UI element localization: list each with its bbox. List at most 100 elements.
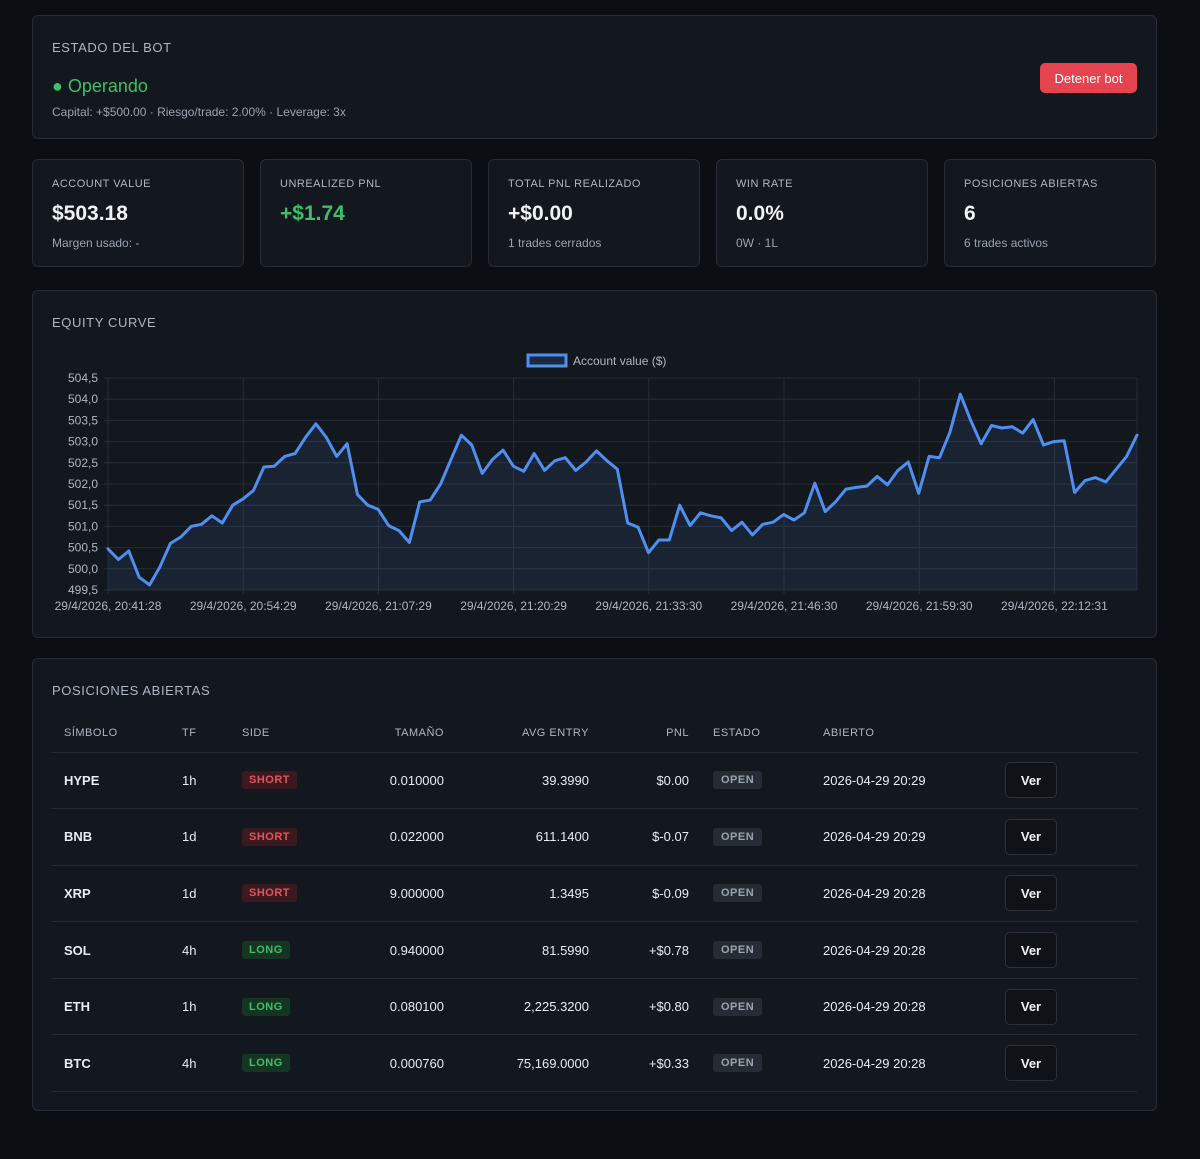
table-row: BTC 4h LONG 0.000760 75,169.0000 +$0.33 OPEN 20… (52, 1034, 1137, 1093)
table-header-row: SÍMBOLO TF SIDE TAMAÑO AVG ENTRY PNL EST… (52, 715, 1137, 753)
stat-value: +$0.00 (508, 202, 573, 225)
positions-card: POSICIONES ABIERTAS SÍMBOLO TF SIDE TAMA… (32, 658, 1157, 1111)
cell-symbol: ETH (52, 978, 170, 1036)
cell-avg-entry: 39.3990 (456, 752, 601, 810)
x-tick-label: 29/4/2026, 21:46:30 (731, 599, 838, 613)
y-tick-label: 503,5 (68, 413, 98, 427)
x-tick-label: 29/4/2026, 20:54:29 (190, 599, 297, 613)
cell-pnl: +$0.78 (601, 921, 701, 979)
view-position-button[interactable]: Ver (1005, 1045, 1057, 1082)
cell-state: OPEN (701, 1034, 811, 1093)
table-row: SOL 4h LONG 0.940000 81.5990 +$0.78 OPEN 2026-0… (52, 921, 1137, 979)
stat-card-account-value: ACCOUNT VALUE $503.18 Margen usado: - (32, 159, 244, 267)
cell-pnl: $0.00 (601, 752, 701, 810)
cell-opened: 2026-04-29 20:28 (811, 1034, 993, 1093)
x-tick-label: 29/4/2026, 20:41:28 (55, 599, 162, 613)
y-tick-label: 501,0 (68, 519, 98, 533)
column-header-symbol: SÍMBOLO (52, 715, 170, 753)
stat-value: $503.18 (52, 202, 128, 225)
cell-side: SHORT (230, 865, 350, 923)
side-badge: LONG (242, 1054, 290, 1073)
x-tick-label: 29/4/2026, 21:20:29 (460, 599, 567, 613)
stat-label: TOTAL PNL REALIZADO (508, 178, 641, 190)
cell-symbol: HYPE (52, 752, 170, 810)
cell-size: 0.010000 (350, 752, 456, 810)
column-header-pnl: PNL (601, 715, 701, 753)
view-position-button[interactable]: Ver (1005, 988, 1057, 1025)
state-badge: OPEN (713, 884, 763, 903)
bot-config-summary: Capital: +$500.00 · Riesgo/trade: 2.00% … (52, 105, 346, 119)
positions-table: SÍMBOLO TF SIDE TAMAÑO AVG ENTRY PNL EST… (52, 715, 1137, 1093)
cell-opened: 2026-04-29 20:29 (811, 808, 993, 866)
cell-side: SHORT (230, 752, 350, 810)
column-header-state: ESTADO (701, 715, 811, 753)
cell-opened: 2026-04-29 20:28 (811, 865, 993, 923)
stat-card-open-positions: POSICIONES ABIERTAS 6 6 trades activos (944, 159, 1156, 267)
cell-actions: Ver (993, 808, 1137, 866)
cell-size: 0.022000 (350, 808, 456, 866)
y-tick-label: 500,5 (68, 541, 98, 555)
table-row: HYPE 1h SHORT 0.010000 39.3990 $0.00 OPEN 2026-… (52, 752, 1137, 810)
y-tick-label: 501,5 (68, 498, 98, 512)
y-tick-label: 499,5 (68, 583, 98, 597)
cell-pnl: +$0.80 (601, 978, 701, 1036)
stat-value: 0.0% (736, 202, 784, 225)
view-position-button[interactable]: Ver (1005, 818, 1057, 855)
side-badge: LONG (242, 941, 290, 960)
equity-curve-title: EQUITY CURVE (52, 315, 157, 330)
column-header-opened: ABIERTO (811, 715, 993, 753)
stat-value: 6 (964, 202, 976, 225)
bot-status-card: ESTADO DEL BOT ● Operando Capital: +$500… (32, 15, 1157, 139)
x-tick-label: 29/4/2026, 21:33:30 (595, 599, 702, 613)
cell-symbol: BTC (52, 1034, 170, 1093)
cell-avg-entry: 611.1400 (456, 808, 601, 866)
cell-avg-entry: 1.3495 (456, 865, 601, 923)
view-position-button[interactable]: Ver (1005, 932, 1057, 969)
stat-subtext: 1 trades cerrados (508, 236, 602, 250)
side-badge: SHORT (242, 884, 297, 903)
cell-actions: Ver (993, 978, 1137, 1036)
cell-state: OPEN (701, 752, 811, 810)
table-row: BNB 1d SHORT 0.022000 611.1400 $-0.07 OPEN 2026… (52, 808, 1137, 866)
view-position-button[interactable]: Ver (1005, 875, 1057, 912)
x-tick-label: 29/4/2026, 22:12:31 (1001, 599, 1108, 613)
cell-size: 9.000000 (350, 865, 456, 923)
cell-timeframe: 1d (170, 865, 230, 923)
cell-actions: Ver (993, 752, 1137, 810)
cell-symbol: XRP (52, 865, 170, 923)
cell-symbol: BNB (52, 808, 170, 866)
cell-size: 0.940000 (350, 921, 456, 979)
cell-symbol: SOL (52, 921, 170, 979)
cell-opened: 2026-04-29 20:28 (811, 978, 993, 1036)
legend-label: Account value ($) (573, 354, 666, 368)
cell-avg-entry: 75,169.0000 (456, 1034, 601, 1093)
cell-pnl: $-0.07 (601, 808, 701, 866)
table-row: XRP 1d SHORT 9.000000 1.3495 $-0.09 OPEN 2026-0… (52, 865, 1137, 923)
cell-size: 0.080100 (350, 978, 456, 1036)
cell-opened: 2026-04-29 20:28 (811, 921, 993, 979)
state-badge: OPEN (713, 827, 763, 846)
stop-bot-button[interactable]: Detener bot (1040, 63, 1137, 93)
y-tick-label: 504,0 (68, 392, 98, 406)
view-position-button[interactable]: Ver (1005, 762, 1057, 799)
bot-status-title: ESTADO DEL BOT (52, 40, 172, 55)
cell-state: OPEN (701, 865, 811, 923)
side-badge: LONG (242, 997, 290, 1016)
column-header-actions (993, 715, 1137, 753)
x-tick-label: 29/4/2026, 21:59:30 (866, 599, 973, 613)
cell-state: OPEN (701, 978, 811, 1036)
stat-card-realized-pnl: TOTAL PNL REALIZADO +$0.00 1 trades cerr… (488, 159, 700, 267)
cell-actions: Ver (993, 921, 1137, 979)
cell-state: OPEN (701, 808, 811, 866)
positions-table-body: HYPE 1h SHORT 0.010000 39.3990 $0.00 OPEN 2026-… (52, 752, 1137, 1093)
y-tick-label: 502,5 (68, 456, 98, 470)
state-badge: OPEN (713, 997, 763, 1016)
cell-pnl: $-0.09 (601, 865, 701, 923)
y-tick-label: 502,0 (68, 477, 98, 491)
cell-size: 0.000760 (350, 1034, 456, 1093)
y-tick-label: 503,0 (68, 435, 98, 449)
stat-label: WIN RATE (736, 178, 793, 190)
y-tick-label: 504,5 (68, 371, 98, 385)
cell-pnl: +$0.33 (601, 1034, 701, 1093)
equity-line (106, 392, 1139, 587)
